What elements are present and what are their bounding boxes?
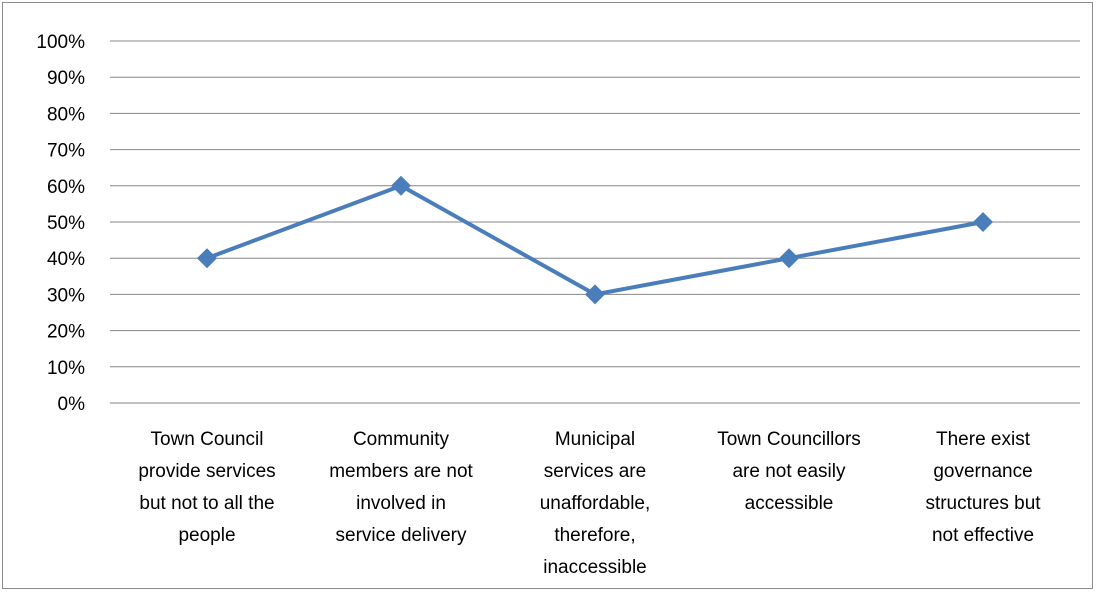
data-point-markers <box>197 175 993 305</box>
y-tick-label: 70% <box>47 141 85 162</box>
data-point-marker <box>197 248 217 269</box>
series-line-segment <box>787 220 985 261</box>
y-tick-label: 100% <box>36 32 85 53</box>
series-line-segment <box>593 256 791 297</box>
data-point-marker <box>779 248 799 269</box>
data-point-marker <box>585 284 605 305</box>
data-point-marker <box>973 212 993 232</box>
y-tick-label: 50% <box>47 213 85 234</box>
data-point-marker <box>391 175 411 196</box>
y-tick-label: 0% <box>58 394 86 415</box>
x-category-label: Town Council provide services but not to a… <box>138 429 275 546</box>
gridlines <box>110 40 1080 404</box>
series-line-layer <box>205 183 985 297</box>
y-tick-label: 60% <box>47 177 85 198</box>
y-tick-label: 90% <box>47 68 85 89</box>
x-category-label: Community members are not involved in servi… <box>329 429 473 546</box>
line-chart: 0% 10% 20% 30% 40% 50% 60% 70% 80% 90% 100% Town C… <box>36 32 1080 578</box>
y-tick-label: 20% <box>47 322 85 343</box>
x-category-label: Municipal services are unaffordable, theref… <box>540 429 651 578</box>
x-category-label: Town Councillors are not easily accessible <box>717 429 861 514</box>
y-axis-tick-labels: 0% 10% 20% 30% 40% 50% 60% 70% 80% 90% 100% <box>36 32 85 415</box>
series-line-segment <box>399 183 597 297</box>
y-tick-label: 40% <box>47 249 85 270</box>
y-tick-label: 30% <box>47 285 85 306</box>
series-line-segment <box>205 183 403 261</box>
x-axis-category-labels: Town Council provide services but not to a… <box>138 429 1041 578</box>
y-tick-label: 80% <box>47 104 85 125</box>
x-category-label: There exist governance structures but not e… <box>925 429 1041 546</box>
y-tick-label: 10% <box>47 358 85 379</box>
